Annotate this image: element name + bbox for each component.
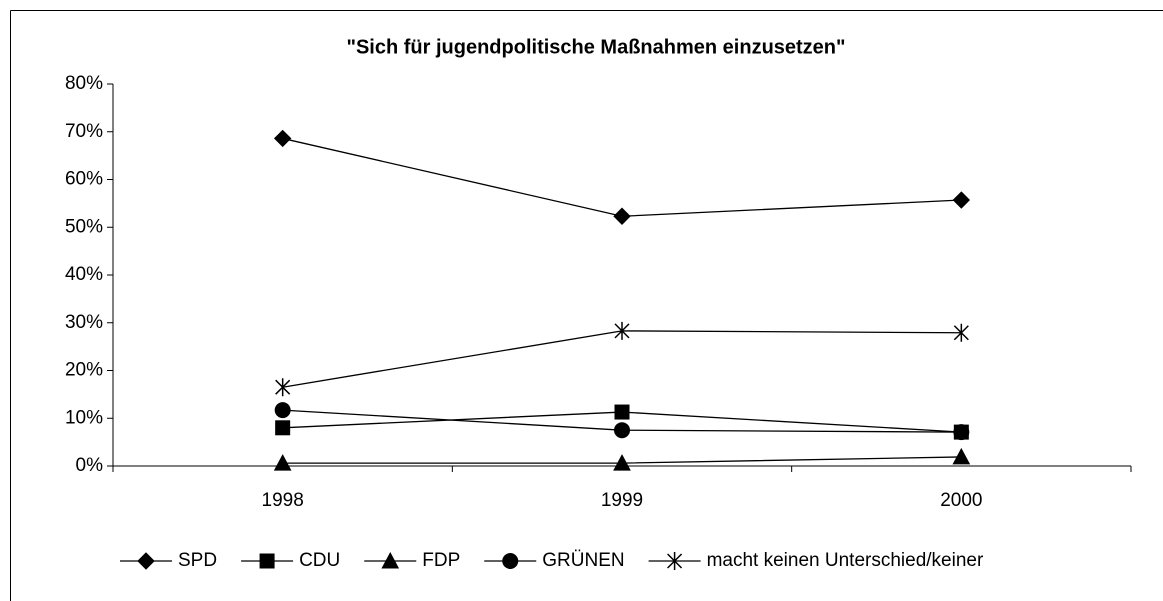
legend-label: SPD — [178, 550, 217, 571]
y-tick-label: 80% — [65, 73, 103, 94]
y-tick-label: 20% — [65, 360, 103, 381]
marker — [953, 424, 970, 441]
marker — [274, 402, 291, 419]
marker — [613, 454, 631, 471]
y-tick-label: 0% — [76, 455, 104, 476]
legend-label: GRÜNEN — [542, 550, 624, 571]
y-tick-label: 10% — [65, 407, 103, 428]
marker — [275, 420, 291, 436]
legend-label: FDP — [422, 550, 460, 571]
series-line — [282, 137, 962, 217]
y-tick-label: 40% — [65, 264, 103, 285]
marker — [137, 552, 155, 570]
marker — [275, 378, 291, 397]
marker — [259, 553, 275, 569]
marker — [502, 553, 519, 569]
marker — [613, 207, 631, 225]
y-tick-label: 60% — [65, 169, 103, 190]
legend-label: CDU — [299, 550, 340, 571]
y-tick-label: 50% — [65, 216, 103, 237]
marker — [953, 323, 969, 342]
y-tick-label: 30% — [65, 312, 103, 333]
marker — [614, 321, 630, 340]
legend-label: macht keinen Unterschied/keiner — [707, 550, 984, 571]
marker — [614, 422, 630, 439]
marker — [667, 552, 683, 570]
marker — [381, 551, 400, 569]
marker — [952, 447, 971, 465]
y-tick-label: 70% — [65, 121, 103, 142]
marker — [614, 404, 630, 420]
x-tick-label: 1999 — [601, 490, 643, 511]
marker — [273, 129, 292, 148]
marker — [952, 191, 971, 209]
x-tick-label: 2000 — [940, 490, 982, 511]
x-tick-label: 1998 — [262, 490, 304, 511]
chart-title: "Sich für jugendpolitische Maßnahmen ein… — [346, 36, 845, 58]
marker — [273, 454, 292, 471]
